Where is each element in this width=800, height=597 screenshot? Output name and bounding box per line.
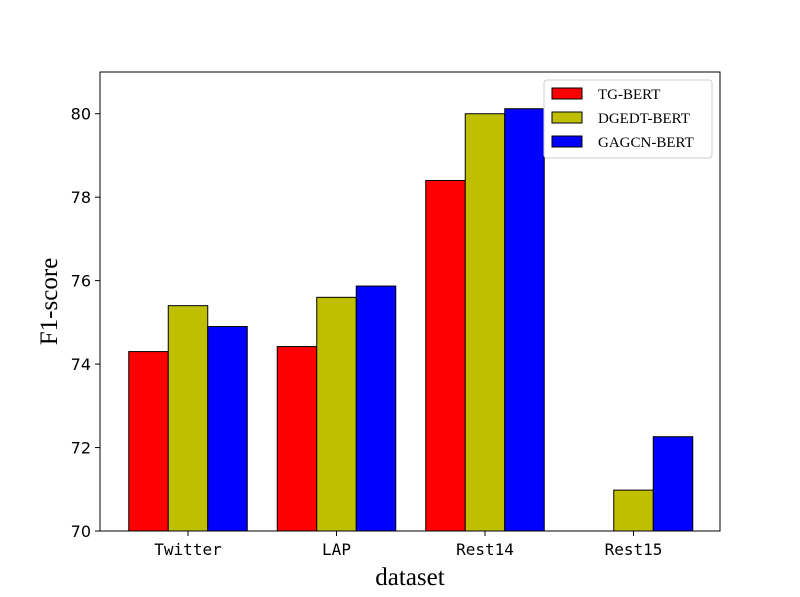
y-tick-label: 76 [71, 272, 91, 291]
x-tick-label: Twitter [154, 540, 222, 559]
bar-dgedt-bert-lap [316, 296, 357, 532]
bar-gagcn-bert-twitter [207, 326, 248, 532]
bar-gagcn-bert-rest14 [504, 108, 545, 532]
x-axis-label: dataset [375, 564, 444, 591]
bar-dgedt-bert-twitter [167, 305, 209, 532]
bar-tg-bert-twitter [128, 351, 169, 532]
y-tick-label: 72 [71, 439, 91, 458]
y-axis: 70 72 74 76 78 80 [71, 105, 100, 541]
x-tick-label: Rest14 [456, 540, 514, 559]
y-tick-label: 70 [71, 522, 91, 541]
x-tick-label: Rest15 [605, 540, 663, 559]
bar-tg-bert-lap [276, 346, 318, 532]
x-axis: Twitter LAP Rest14 Rest15 [154, 531, 662, 559]
y-tick-label: 74 [71, 355, 91, 374]
bar-dgedt-bert-rest15 [613, 489, 654, 532]
legend-swatch-gagcn-bert [551, 135, 583, 148]
legend-label-dgedt-bert: DGEDT-BERT [598, 111, 690, 127]
legend-label-gagcn-bert: GAGCN-BERT [598, 135, 694, 151]
bar-gagcn-bert-rest15 [652, 436, 694, 532]
bar-gagcn-bert-lap [355, 285, 397, 532]
y-tick-label: 80 [71, 105, 91, 124]
legend-box [543, 79, 713, 159]
bar-tg-bert-rest14 [425, 179, 466, 532]
plot-frame [99, 71, 721, 532]
x-tick-label: LAP [322, 540, 351, 559]
legend: TG-BERT DGEDT-BERT GAGCN-BERT [543, 79, 713, 159]
legend-swatch-tg-bert [551, 87, 583, 100]
y-axis-label: F1-score [36, 258, 63, 345]
legend-label-tg-bert: TG-BERT [598, 87, 660, 103]
bar-dgedt-bert-rest14 [464, 113, 506, 532]
legend-swatch-dgedt-bert [551, 111, 583, 124]
y-tick-label: 78 [71, 188, 91, 207]
bars-group [128, 108, 694, 532]
